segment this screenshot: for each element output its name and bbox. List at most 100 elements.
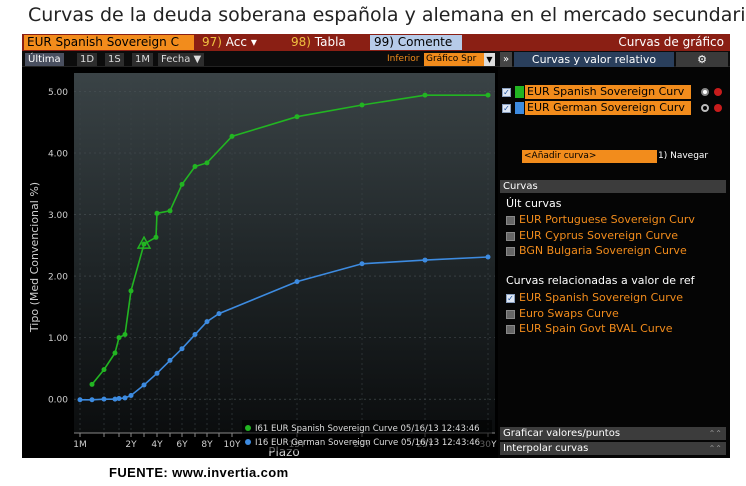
y-tick-label: 5.00 <box>48 88 68 98</box>
legend-label-spain: I61 EUR Spanish Sovereign Curve 05/16/13… <box>255 424 480 434</box>
gear-icon[interactable]: ⚙ <box>676 52 728 67</box>
yield-curve-chart: 0.001.002.003.004.005.00 1M2Y4Y6Y8Y10Y15… <box>22 67 498 458</box>
x-tick-label: 6Y <box>176 440 188 450</box>
date-dropdown[interactable]: Fecha ▼ <box>158 53 205 66</box>
recent-curve-label: EUR Cyprus Sovereign Curve <box>519 229 679 242</box>
x-tick-label: 4Y <box>151 440 163 450</box>
data-point <box>179 346 185 352</box>
checkbox-spain[interactable]: ✓ <box>502 88 511 97</box>
x-tick-label: 8Y <box>201 440 213 450</box>
related-curve-checkbox[interactable] <box>506 325 515 334</box>
data-point <box>116 396 122 402</box>
plot-area <box>74 73 495 433</box>
data-point <box>422 257 428 263</box>
recent-curve-checkbox[interactable] <box>506 232 515 241</box>
function-title: Curvas de gráfico <box>618 35 724 49</box>
x-tick-label: 10Y <box>224 440 241 450</box>
data-point <box>122 332 128 338</box>
actions-menu-number: 97) <box>202 35 222 49</box>
tab-curves-relative-value[interactable]: Curvas y valor relativo <box>514 52 674 67</box>
y-tick-label: 2.00 <box>48 273 68 283</box>
curves-section-header[interactable]: Curvas <box>500 180 726 193</box>
data-point <box>89 381 95 387</box>
x-tick-label: 2Y <box>125 440 137 450</box>
comment-button[interactable]: 99) Comente <box>370 35 462 50</box>
related-curve-checkbox[interactable] <box>506 310 515 319</box>
range-button-last[interactable]: Última <box>25 53 64 66</box>
data-point <box>141 382 147 388</box>
chevron-up-icon: ⌃⌃ <box>708 429 722 438</box>
data-point <box>154 210 160 216</box>
data-point <box>101 396 107 402</box>
data-point <box>485 254 491 260</box>
y-axis-label: Tipo (Med Convencional %) <box>28 182 41 333</box>
curve-row-germany: ✓ EUR German Sovereign Curv <box>498 101 730 115</box>
curve-field-germany[interactable]: EUR German Sovereign Curv <box>525 101 691 115</box>
legend: I61 EUR Spanish Sovereign Curve 05/16/13… <box>242 420 492 451</box>
plot-values-label: Graficar valores/puntos <box>503 428 621 439</box>
data-point <box>154 370 160 376</box>
curve-field-spain[interactable]: EUR Spanish Sovereign Curv <box>525 85 691 99</box>
data-point <box>485 92 491 98</box>
data-point <box>112 350 118 356</box>
page-title: Curvas de la deuda soberana española y a… <box>28 4 746 26</box>
remove-icon[interactable] <box>714 104 722 112</box>
remove-icon[interactable] <box>714 88 722 96</box>
data-point <box>167 208 173 214</box>
right-panel: ✓ EUR Spanish Sovereign Curv ✓ EUR Germa… <box>498 67 730 458</box>
data-point <box>167 357 173 363</box>
data-point <box>89 397 95 403</box>
comment-button-number: 99) <box>374 35 394 49</box>
data-point <box>116 335 122 341</box>
recent-curve-label: EUR Portuguese Sovereign Curv <box>519 213 695 226</box>
color-swatch-spain[interactable] <box>515 86 524 98</box>
related-curve-label: EUR Spain Govt BVAL Curve <box>519 322 673 335</box>
range-button-1w[interactable]: 1S <box>105 53 124 66</box>
recent-curve-label: BGN Bulgaria Sovereign Curve <box>519 244 687 257</box>
recent-curve-checkbox[interactable] <box>506 216 515 225</box>
interpolate-label: Interpolar curvas <box>503 443 589 454</box>
series-layer <box>77 92 491 403</box>
range-button-1d[interactable]: 1D <box>77 53 98 66</box>
collapse-panel-icon[interactable]: » <box>500 52 512 67</box>
plot-values-section[interactable]: Graficar valores/puntos ⌃⌃ <box>500 427 726 440</box>
data-point <box>229 133 235 139</box>
interpolate-section[interactable]: Interpolar curvas ⌃⌃ <box>500 442 726 455</box>
range-toolbar: Última 1D 1S 1M Fecha ▼ Inferior Gráfico… <box>22 51 730 67</box>
y-tick-label: 1.00 <box>48 334 68 344</box>
navigate-button[interactable]: 1) Navegar <box>658 151 709 161</box>
data-point <box>192 164 198 170</box>
data-point <box>359 102 365 108</box>
data-point <box>179 181 185 187</box>
y-tick-label: 0.00 <box>48 396 68 406</box>
y-axis: 0.00 1.00 2.00 3.00 4.00 5.00 <box>48 88 68 406</box>
grid <box>74 73 495 433</box>
actions-menu-button[interactable]: 97) Acc ▾ <box>198 35 284 50</box>
recent-curve-checkbox[interactable] <box>506 247 515 256</box>
source-caption: FUENTE: www.invertia.com <box>109 465 289 480</box>
radio-selected-icon[interactable] <box>701 88 709 96</box>
related-curves-title: Curvas relacionadas a valor de ref <box>506 274 695 287</box>
legend-marker-spain <box>245 425 251 431</box>
curves-section-label: Curvas <box>503 181 538 192</box>
lower-panel-select[interactable]: Gráfico Spr <box>424 53 494 66</box>
top-toolbar: EUR Spanish Sovereign C 97) Acc ▾ 98) Ta… <box>22 34 730 51</box>
checkbox-germany[interactable]: ✓ <box>502 104 511 113</box>
curve-row-spain: ✓ EUR Spanish Sovereign Curv <box>498 85 730 99</box>
data-point <box>77 397 83 403</box>
x-tick-label: 1M <box>73 440 87 450</box>
data-point <box>294 114 300 120</box>
chevron-down-icon[interactable]: ▼ <box>484 53 495 66</box>
y-tick-label: 3.00 <box>48 211 68 221</box>
table-button[interactable]: 98) Tabla <box>287 35 367 50</box>
range-button-1m[interactable]: 1M <box>132 53 153 66</box>
data-point <box>101 367 107 373</box>
data-point <box>204 319 210 325</box>
radio-unselected-icon[interactable] <box>701 104 709 112</box>
actions-menu-label: Acc <box>225 35 247 49</box>
add-curve-field[interactable]: <Añadir curva> <box>522 150 657 163</box>
table-button-label: Tabla <box>314 35 346 49</box>
color-swatch-germany[interactable] <box>515 102 524 114</box>
related-curve-checkbox[interactable]: ✓ <box>506 294 515 303</box>
security-field[interactable]: EUR Spanish Sovereign C <box>24 35 194 50</box>
